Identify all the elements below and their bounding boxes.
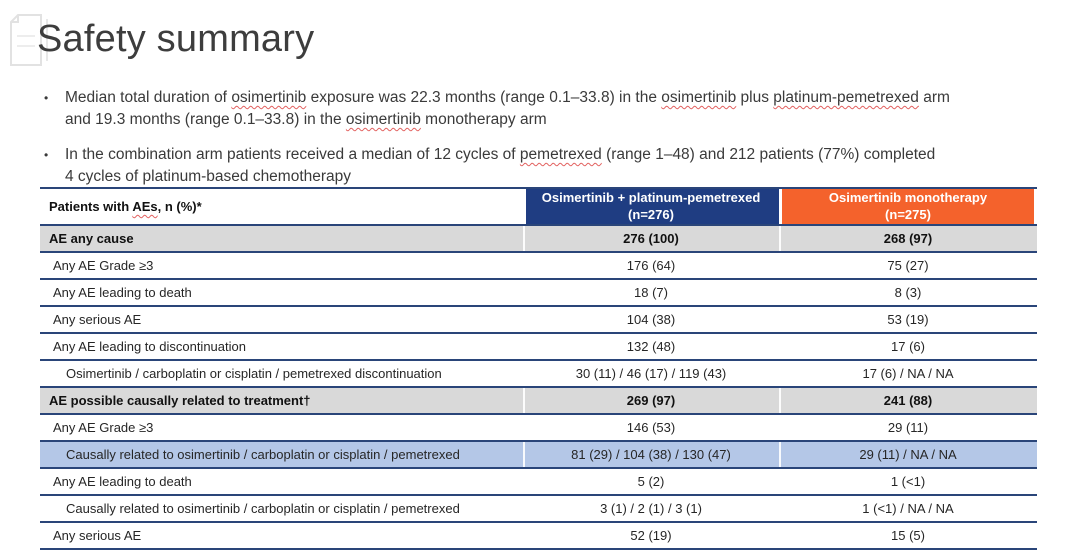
header-text: , n (%)* (157, 199, 202, 214)
bullet-list: • Median total duration of osimertinib e… (40, 87, 1050, 201)
text-segment: and 19.3 months (range 0.1–33.8) in the (65, 111, 346, 128)
monotherapy-value-cell: 268 (97) (779, 226, 1037, 253)
table-row-ae-any-cause: AE any cause 276 (100) 268 (97) (40, 226, 1037, 253)
header-monotherapy-line1: Osimertinib monotherapy (828, 189, 988, 205)
table-row-grade3-any-cause: Any AE Grade ≥3 176 (64) 75 (27) (40, 253, 1037, 280)
combination-value-cell: 5 (2) (523, 469, 779, 496)
text-segment: 4 cycles of platinum-based chemotherapy (65, 168, 352, 185)
monotherapy-value-cell: 1 (<1) (779, 469, 1037, 496)
monotherapy-value-cell: 8 (3) (779, 280, 1037, 307)
header-text: Patients with (49, 199, 133, 214)
header-patients-with-aes: Patients with AEs, n (%)* (40, 187, 523, 226)
header-monotherapy-n: (n=275) (885, 206, 931, 222)
text-segment: (range 1–48) and 212 patients (77%) comp… (601, 146, 936, 163)
text-segment: exposure was 22.3 months (range 0.1–33.8… (306, 89, 662, 106)
table-row-serious-any-cause: Any serious AE 104 (38) 53 (19) (40, 307, 1037, 334)
combination-value-cell: 276 (100) (523, 226, 779, 253)
table-row-causally-related-death: Causally related to osimertinib / carbop… (40, 496, 1037, 523)
text-segment: In the combination arm patients received… (65, 146, 520, 163)
row-label: Causally related to osimertinib / carbop… (40, 496, 523, 523)
table-row-death-related: Any AE leading to death 5 (2) 1 (<1) (40, 469, 1037, 496)
row-label: Any AE leading to death (40, 469, 523, 496)
misspelled-word: osimertinib (661, 89, 737, 106)
monotherapy-value-cell: 29 (11) / NA / NA (779, 442, 1037, 469)
monotherapy-value-cell: 17 (6) (779, 334, 1037, 361)
table-row-death-any-cause: Any AE leading to death 18 (7) 8 (3) (40, 280, 1037, 307)
text-segment: arm (918, 89, 950, 106)
bullet-marker: • (44, 91, 49, 105)
combination-value-cell: 146 (53) (523, 415, 779, 442)
header-combination-n: (n=276) (628, 206, 674, 222)
misspelled-word: pemetrexed (519, 146, 602, 163)
row-label: AE possible causally related to treatmen… (40, 388, 523, 415)
bullet-text-cycles: In the combination arm patients received… (65, 144, 1050, 188)
combination-value-cell: 30 (11) / 46 (17) / 119 (43) (523, 361, 779, 388)
monotherapy-value-cell: 15 (5) (779, 523, 1037, 550)
text-segment: plus (736, 89, 774, 106)
combination-value-cell: 104 (38) (523, 307, 779, 334)
bullet-text-exposure: Median total duration of osimertinib exp… (65, 87, 1050, 131)
misspelled-word: AEs (132, 199, 158, 214)
table-row-ae-treatment-related: AE possible causally related to treatmen… (40, 388, 1037, 415)
monotherapy-value-cell: 17 (6) / NA / NA (779, 361, 1037, 388)
text-segment: monotherapy arm (420, 111, 547, 128)
row-label: Any AE leading to death (40, 280, 523, 307)
combination-value-cell: 132 (48) (523, 334, 779, 361)
row-label: Any AE leading to discontinuation (40, 334, 523, 361)
document-icon (10, 14, 48, 66)
table-row-drug-discontinuation: Osimertinib / carboplatin or cisplatin /… (40, 361, 1037, 388)
monotherapy-value-cell: 1 (<1) / NA / NA (779, 496, 1037, 523)
monotherapy-value-cell: 29 (11) (779, 415, 1037, 442)
bullet-item-cycles: • In the combination arm patients receiv… (40, 144, 1050, 188)
page-title: Safety summary (37, 18, 315, 60)
monotherapy-value-cell: 241 (88) (779, 388, 1037, 415)
table-row-causally-related-grade3: Causally related to osimertinib / carbop… (40, 442, 1037, 469)
combination-value-cell: 176 (64) (523, 253, 779, 280)
table-row-serious-related: Any serious AE 52 (19) 15 (5) (40, 523, 1037, 550)
row-label: Causally related to osimertinib / carbop… (40, 442, 523, 469)
row-label: Any AE Grade ≥3 (40, 253, 523, 280)
text-segment: Median total duration of (65, 89, 232, 106)
misspelled-word: osimertinib (231, 89, 307, 106)
bullet-item-exposure: • Median total duration of osimertinib e… (40, 87, 1050, 131)
misspelled-word: osimertinib (345, 111, 421, 128)
monotherapy-value-cell: 75 (27) (779, 253, 1037, 280)
combination-value-cell: 269 (97) (523, 388, 779, 415)
combination-value-cell: 52 (19) (523, 523, 779, 550)
combination-value-cell: 18 (7) (523, 280, 779, 307)
monotherapy-value-cell: 53 (19) (779, 307, 1037, 334)
header-combination-arm: Osimertinib + platinum-pemetrexed (n=276… (523, 187, 779, 226)
combination-value-cell: 81 (29) / 104 (38) / 130 (47) (523, 442, 779, 469)
header-combination-line1: Osimertinib + platinum-pemetrexed (541, 189, 761, 205)
row-label: Any AE Grade ≥3 (40, 415, 523, 442)
row-label: Any serious AE (40, 523, 523, 550)
table-row-discontinuation: Any AE leading to discontinuation 132 (4… (40, 334, 1037, 361)
row-label: Osimertinib / carboplatin or cisplatin /… (40, 361, 523, 388)
header-monotherapy-arm: Osimertinib monotherapy (n=275) (779, 187, 1037, 226)
row-label: AE any cause (40, 226, 523, 253)
misspelled-word: platinum-pemetrexed (773, 89, 919, 106)
bullet-marker: • (44, 148, 49, 162)
safety-table: Patients with AEs, n (%)* Osimertinib + … (40, 187, 1037, 550)
table-row-grade3-related: Any AE Grade ≥3 146 (53) 29 (11) (40, 415, 1037, 442)
table-header-row: Patients with AEs, n (%)* Osimertinib + … (40, 187, 1037, 226)
row-label: Any serious AE (40, 307, 523, 334)
combination-value-cell: 3 (1) / 2 (1) / 3 (1) (523, 496, 779, 523)
